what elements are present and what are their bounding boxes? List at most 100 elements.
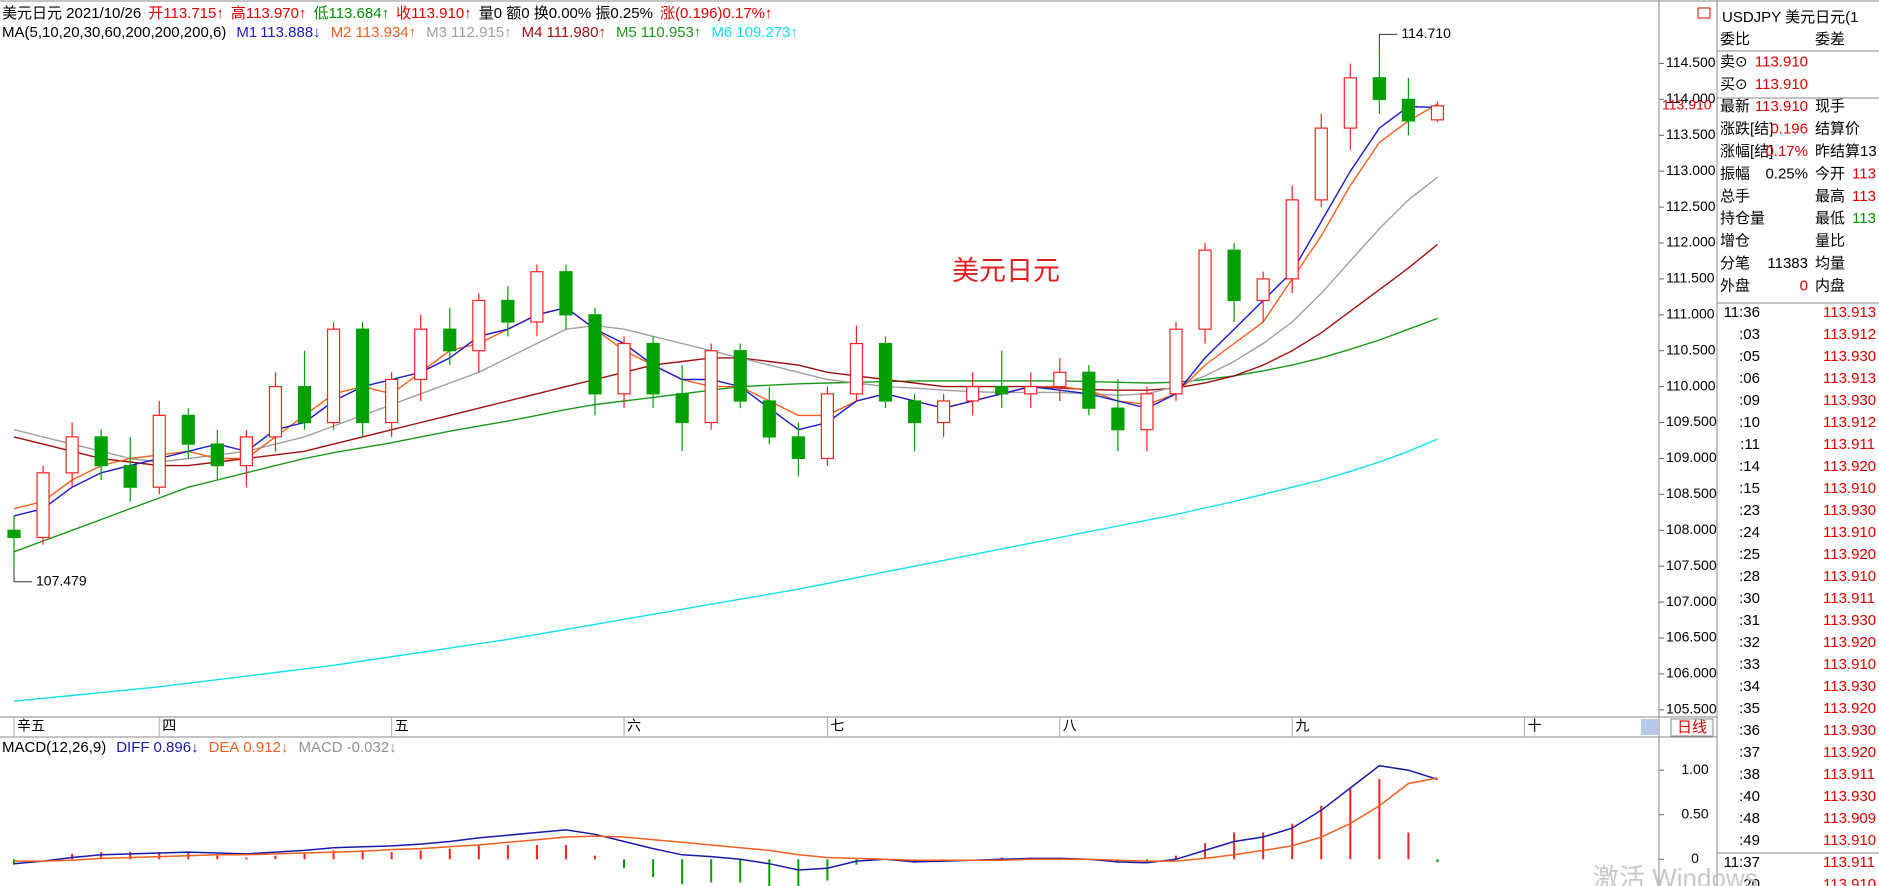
legend-name: DEA <box>209 739 240 756</box>
y-tick-label: 110.500 <box>1666 341 1716 357</box>
panel-title: USDJPY 美元日元(1 <box>1722 9 1858 26</box>
candle-body <box>181 414 195 445</box>
tick-price: 113.912 <box>1823 414 1876 431</box>
y-tick-label: 114.500 <box>1666 54 1716 70</box>
y-tick-label: 107.000 <box>1666 593 1717 609</box>
candle-body <box>94 436 108 467</box>
candle-body <box>1169 328 1183 395</box>
tick-price: 113.930 <box>1823 722 1876 739</box>
quote-label: 外盘 <box>1720 276 1750 294</box>
quote-value: 113.910 <box>1755 76 1808 93</box>
legend-name: DIFF <box>116 739 149 756</box>
y-tick-label: 112.000 <box>1666 234 1716 250</box>
candle-body <box>1314 127 1328 201</box>
x-tick-label: 六 <box>627 718 641 734</box>
legend-name: M5 <box>616 24 637 41</box>
tick-time: :32 <box>1739 634 1760 651</box>
legend-value: 109.273↑ <box>736 24 798 41</box>
quote-value: 0.196 <box>1770 121 1808 138</box>
quote-label: 买⊙ <box>1720 76 1748 93</box>
tick-time: :09 <box>1739 392 1760 409</box>
quote-item: 高113.970↑ <box>231 5 307 22</box>
candle-body <box>1256 278 1270 302</box>
x-tick-label: 五 <box>395 718 409 734</box>
candle-body <box>733 350 747 402</box>
candle-body <box>356 328 370 424</box>
quote-value: 113.910 <box>1755 98 1808 115</box>
quote-item: 收113.910↑ <box>396 5 472 22</box>
tick-time: :48 <box>1739 810 1760 827</box>
tick-time: :15 <box>1739 480 1760 497</box>
window-icon[interactable] <box>1697 7 1711 19</box>
quote-item: 量0 额0 换0.00% 振0.25% <box>479 5 653 22</box>
tick-time: :30 <box>1739 590 1760 607</box>
ma-line <box>13 438 1438 702</box>
legend-name: M1 <box>236 24 256 41</box>
extreme-marker <box>1378 33 1398 49</box>
quote-label: 结算价 <box>1815 120 1860 138</box>
tick-price: 113.930 <box>1823 788 1876 805</box>
extreme-label: 114.710 <box>1401 25 1451 41</box>
quote-item: 涨(0.196)0.17%↑ <box>660 5 773 22</box>
y-tick-label: 114.000 <box>1666 90 1716 106</box>
quote-label: 涨幅[结] <box>1720 143 1773 160</box>
tick-time: :14 <box>1739 458 1760 475</box>
candle-body <box>675 393 689 424</box>
x-tick-label: 七 <box>830 718 844 734</box>
candle-body <box>1053 371 1067 388</box>
tick-price: 113.911 <box>1823 436 1875 453</box>
tick-price: 113.910 <box>1823 656 1876 673</box>
y-tick-label: 107.500 <box>1666 557 1717 573</box>
candle-body <box>1198 249 1212 330</box>
tick-price: 113.911 <box>1823 854 1875 871</box>
legend-value: -0.032↓ <box>347 739 397 756</box>
y-tick-label: 0 <box>1691 850 1699 866</box>
tick-time: :03 <box>1739 326 1760 343</box>
candle-body <box>239 436 253 467</box>
period-button-box[interactable] <box>1670 718 1714 737</box>
tick-price: 113.910 <box>1823 832 1876 849</box>
legend-value: 112.915↑ <box>451 24 512 41</box>
candle-body <box>1430 105 1445 121</box>
tick-time: :36 <box>1739 722 1760 739</box>
y-tick-label: 110.000 <box>1666 377 1716 393</box>
candle-body <box>849 342 864 395</box>
candle-body <box>443 328 457 352</box>
period-button[interactable]: 日线 <box>1677 719 1707 736</box>
legend-value: 0.912↓ <box>243 739 288 756</box>
quote-label: 涨跌[结] <box>1720 121 1773 138</box>
y-tick-label: 113.500 <box>1666 126 1716 142</box>
scroll-thumb[interactable] <box>1641 719 1658 735</box>
quote-label: 最新 <box>1720 98 1750 115</box>
tick-price: 113.910 <box>1823 876 1876 886</box>
quote-item: 低113.684↑ <box>313 5 389 22</box>
tick-time: :05 <box>1739 348 1760 365</box>
candle-body <box>36 472 50 539</box>
y-tick-label: 106.500 <box>1666 629 1717 645</box>
tick-time: :34 <box>1739 678 1760 695</box>
tick-time: :20 <box>1739 876 1760 886</box>
candle-body <box>152 414 166 488</box>
quote-value: 0.25% <box>1765 165 1808 182</box>
indicator-title: MACD(12,26,9) <box>2 739 106 756</box>
quote-label: 总手 <box>1720 188 1750 205</box>
tick-price: 113.930 <box>1823 392 1876 409</box>
quote-value: 113 <box>1852 165 1876 182</box>
tick-price: 113.920 <box>1823 700 1876 717</box>
tick-price: 113.910 <box>1823 568 1876 585</box>
legend-value: 110.953↑ <box>641 24 702 41</box>
candle-body <box>1401 98 1416 122</box>
tick-price: 113.909 <box>1823 810 1876 827</box>
quote-value: 113 <box>1852 188 1876 205</box>
extreme-label: 107.479 <box>36 572 87 588</box>
candle-body <box>588 314 602 395</box>
tick-price: 113.911 <box>1823 766 1875 783</box>
candle-body <box>385 378 399 424</box>
candle-body <box>878 342 893 402</box>
tick-price: 113.920 <box>1823 458 1876 475</box>
y-tick-label: 105.500 <box>1666 701 1717 717</box>
x-tick-label: 四 <box>162 718 176 734</box>
